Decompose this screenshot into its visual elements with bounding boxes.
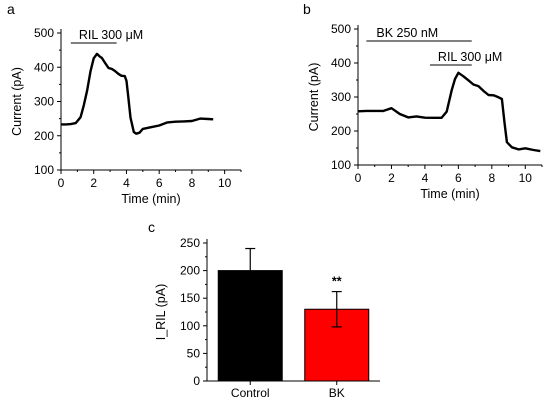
- x-tick-label: 2: [90, 176, 97, 190]
- y-tick-label: 0: [193, 374, 200, 388]
- x-tick-label: 0: [58, 176, 65, 190]
- significance-label: **: [332, 275, 342, 289]
- y-tick-label: 100: [34, 163, 54, 177]
- y-tick-label: 50: [187, 346, 201, 360]
- y-axis-label: Current (pA): [307, 63, 321, 132]
- x-tick-label: 8: [189, 176, 196, 190]
- y-tick-label: 500: [34, 26, 54, 40]
- x-tick-label: 8: [488, 171, 495, 185]
- x-tick-label: Control: [231, 386, 270, 400]
- panel-b: b 100 200 300 400 500 0 2 4 6 8 10 Time (min) Current…: [303, 1, 543, 201]
- x-tick-label: 6: [455, 171, 462, 185]
- current-trace: [61, 52, 214, 135]
- y-tick-label: 300: [34, 95, 54, 109]
- y-tick-label: 400: [34, 60, 54, 74]
- current-trace: [357, 71, 541, 153]
- panel-a: a 100 200 300 400 500 0 2 4 6 8 10 Time (min) Current…: [7, 1, 242, 206]
- treatment-label: RIL 300 μM: [438, 50, 502, 64]
- x-tick-label: 10: [218, 176, 232, 190]
- panel-c: c 0 50 100 150 200 250 I_RIL (pA) Control BK **: [148, 219, 380, 400]
- x-tick-label: 6: [156, 176, 163, 190]
- y-tick-label: 100: [331, 158, 351, 172]
- y-tick-label: 500: [331, 22, 351, 36]
- x-tick-label: 4: [123, 176, 130, 190]
- treatment-label: RIL 300 μM: [79, 28, 143, 42]
- x-axis-label: Time (min): [420, 187, 479, 201]
- x-tick-label: 10: [519, 171, 533, 185]
- treatment-label: BK 250 nM: [376, 26, 438, 40]
- x-tick-label: 0: [355, 171, 362, 185]
- y-tick-label: 200: [34, 129, 54, 143]
- panel-label-c: c: [148, 219, 155, 235]
- panel-label-b: b: [303, 1, 311, 17]
- y-tick-label: 400: [331, 56, 351, 70]
- y-tick-label: 200: [331, 124, 351, 138]
- y-axis-label: Current (pA): [10, 67, 24, 136]
- panel-label-a: a: [7, 1, 15, 17]
- x-tick-label: BK: [329, 386, 345, 400]
- y-tick-label: 300: [331, 90, 351, 104]
- y-tick-label: 200: [180, 264, 200, 278]
- y-axis-label: I_RIL (pA): [154, 284, 168, 341]
- y-tick-label: 150: [180, 291, 200, 305]
- y-tick-label: 250: [180, 236, 200, 250]
- x-tick-label: 2: [388, 171, 395, 185]
- x-axis-label: Time (min): [121, 192, 180, 206]
- x-tick-label: 4: [422, 171, 429, 185]
- y-tick-label: 100: [180, 319, 200, 333]
